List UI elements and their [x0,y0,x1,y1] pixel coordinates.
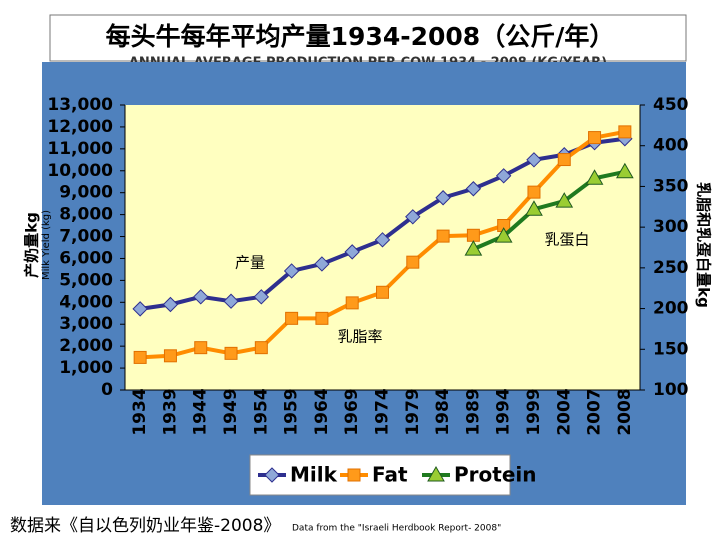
source: 数据来《自以色列奶业年鉴-2008》 [10,516,280,536]
y-tick-label: 6,000 [59,248,113,268]
y-tick-label: 0 [101,380,113,400]
y2-tick-label: 250 [653,258,689,278]
legend-label: Protein [454,463,536,487]
protein-marker [615,162,634,179]
y-tick-label: 4,000 [59,292,113,312]
fat-marker [163,349,177,363]
fat-marker [133,350,147,364]
milk-marker [283,263,300,279]
fat-marker [254,341,268,355]
milk-marker [314,256,330,272]
milk-marker [253,289,270,305]
fat-marker [347,468,361,482]
x-tick-label: 1959 [282,388,302,435]
x-tick-label: 1994 [494,388,514,435]
milk-marker [193,289,209,305]
fat-marker [285,311,299,325]
fat-marker [527,185,541,199]
x-tick-label: 1974 [373,388,393,435]
annotation: 产量 [235,254,265,272]
y-axis-label: 产奶量kg [23,212,41,278]
x-tick-label: 2007 [585,388,605,435]
x-tick-label: 1989 [463,388,483,435]
x-tick-label: 1984 [433,388,453,435]
annotation: 乳蛋白 [544,231,589,249]
milk-marker [132,301,148,317]
y-tick-label: 1,000 [59,358,113,378]
x-tick-label: 1979 [403,388,423,435]
legend-label: Fat [372,463,408,487]
fat-marker [436,229,450,243]
milk-marker [264,467,280,483]
y2-tick-label: 100 [653,380,689,400]
x-tick-label: 1969 [342,388,362,435]
x-tick-label: 2008 [615,388,635,435]
x-tick-label: 1949 [221,388,241,435]
fat-marker [194,341,208,355]
y-axis-label-en: Milk Yield (kg) [41,210,52,280]
fat-marker [224,346,238,360]
x-tick-label: 1944 [191,388,211,435]
y2-tick-label: 400 [653,136,689,156]
milk-marker [405,209,421,225]
y-tick-label: 5,000 [59,270,113,290]
y-tick-label: 7,000 [59,227,113,247]
y-tick-label: 8,000 [59,205,113,225]
milk-marker [465,181,482,197]
chart-title: 每头牛每年平均产量1934-2008（公斤/年） [106,22,615,51]
fat-marker [406,255,420,269]
x-tick-label: 1964 [312,388,332,435]
x-tick-label: 1954 [251,388,271,435]
protein-marker [494,227,513,243]
legend-box [249,454,511,496]
fat-marker [557,153,571,167]
y-tick-label: 13,000 [47,95,113,115]
y2-tick-label: 200 [653,299,689,319]
fat-marker [376,285,389,299]
protein-marker [555,192,574,208]
milk-marker [495,168,512,184]
milk-marker [344,244,360,260]
x-tick-label: 1999 [524,388,544,435]
fat-marker [618,125,632,139]
protein-marker [427,465,445,482]
milk-marker [526,152,542,168]
y-tick-label: 10,000 [47,161,113,181]
y-tick-label: 12,000 [47,117,113,137]
x-tick-label: 1939 [160,388,180,435]
y2-axis-label: 乳脂和乳蛋白量kg [695,182,713,308]
y2-tick-label: 450 [653,95,689,115]
milk-marker [162,296,179,313]
legend-label: Milk [290,463,338,487]
milk-marker [223,293,239,309]
milk-marker [435,190,451,206]
y2-tick-label: 300 [653,217,689,237]
fat-marker [315,311,329,325]
y-tick-label: 2,000 [59,336,113,356]
fat-marker [466,228,480,242]
protein-marker [585,169,604,185]
protein-marker [464,240,483,256]
x-tick-label: 2004 [554,388,574,435]
y2-tick-label: 350 [653,176,689,196]
title-box [49,14,687,62]
fat-marker [588,131,602,145]
protein-marker [525,200,543,216]
y-tick-label: 9,000 [59,183,113,203]
fat-marker [345,296,359,310]
milk-marker [374,232,391,248]
x-tick-label: 1934 [130,388,150,435]
y-tick-label: 3,000 [59,314,113,334]
y2-tick-label: 150 [653,339,689,359]
annotation: 乳脂率 [337,328,382,346]
source-en: Data from the "Israeli Herdbook Report- … [292,524,501,534]
y-tick-label: 11,000 [47,139,113,159]
